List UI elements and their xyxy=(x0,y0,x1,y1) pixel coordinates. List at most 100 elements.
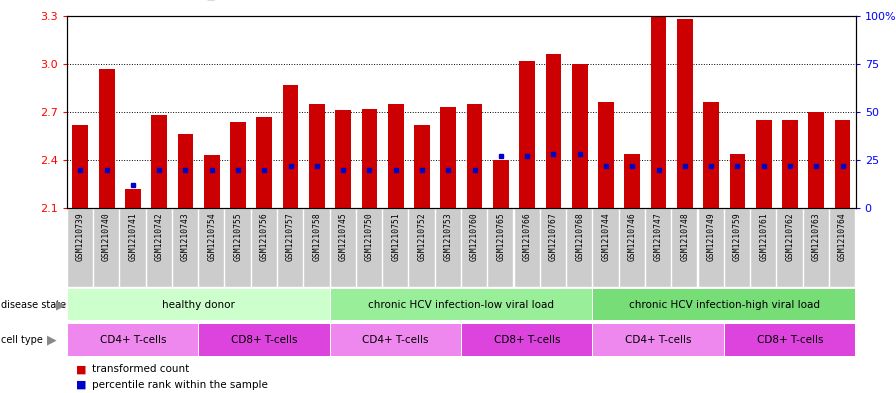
Text: chronic HCV infection-high viral load: chronic HCV infection-high viral load xyxy=(629,299,820,310)
Bar xyxy=(68,208,93,287)
Text: CD4+ T-cells: CD4+ T-cells xyxy=(363,335,429,345)
Bar xyxy=(599,103,614,208)
Text: GSM1210761: GSM1210761 xyxy=(759,212,768,261)
Text: CD8+ T-cells: CD8+ T-cells xyxy=(494,335,560,345)
Text: GSM1210754: GSM1210754 xyxy=(207,212,216,261)
Text: ■: ■ xyxy=(76,364,87,375)
Bar xyxy=(99,69,115,208)
Bar xyxy=(593,324,724,356)
Bar xyxy=(309,104,324,208)
Bar xyxy=(650,17,667,208)
Bar xyxy=(199,208,224,287)
Bar xyxy=(751,208,776,287)
Text: GSM1210767: GSM1210767 xyxy=(549,212,558,261)
Bar xyxy=(409,208,435,287)
Bar xyxy=(199,324,330,356)
Text: GSM1210759: GSM1210759 xyxy=(733,212,742,261)
Bar xyxy=(541,208,566,287)
Bar xyxy=(462,324,592,356)
Text: CD8+ T-cells: CD8+ T-cells xyxy=(757,335,823,345)
Text: GSM1210747: GSM1210747 xyxy=(654,212,663,261)
Text: healthy donor: healthy donor xyxy=(162,299,235,310)
Bar xyxy=(68,288,330,320)
Bar xyxy=(703,103,719,208)
Bar xyxy=(335,110,351,208)
Bar xyxy=(808,112,824,208)
Text: percentile rank within the sample: percentile rank within the sample xyxy=(92,380,268,390)
Text: GSM1210765: GSM1210765 xyxy=(496,212,505,261)
Text: cell type: cell type xyxy=(1,335,43,345)
Bar xyxy=(672,208,697,287)
Text: GSM1210739: GSM1210739 xyxy=(76,212,85,261)
Bar xyxy=(151,115,167,208)
Bar xyxy=(462,208,487,287)
Bar xyxy=(331,324,461,356)
Bar xyxy=(804,208,829,287)
Bar xyxy=(357,208,382,287)
Bar xyxy=(331,288,592,320)
Text: GSM1210763: GSM1210763 xyxy=(812,212,821,261)
Text: GSM1210760: GSM1210760 xyxy=(470,212,479,261)
Bar xyxy=(677,19,693,208)
Bar xyxy=(414,125,430,208)
Bar xyxy=(835,120,850,208)
Bar xyxy=(441,107,456,208)
Bar xyxy=(283,85,298,208)
Text: CD4+ T-cells: CD4+ T-cells xyxy=(625,335,692,345)
Text: GSM1210766: GSM1210766 xyxy=(522,212,531,261)
Bar xyxy=(256,117,272,208)
Bar xyxy=(625,154,640,208)
Text: GSM1210746: GSM1210746 xyxy=(628,212,637,261)
Text: GSM1210740: GSM1210740 xyxy=(102,212,111,261)
Bar xyxy=(572,64,588,208)
Bar xyxy=(125,189,141,208)
Text: GSM1210768: GSM1210768 xyxy=(575,212,584,261)
Text: CD4+ T-cells: CD4+ T-cells xyxy=(99,335,166,345)
Bar xyxy=(177,134,194,208)
Text: GSM1210741: GSM1210741 xyxy=(128,212,137,261)
Text: GSM1210749: GSM1210749 xyxy=(707,212,716,261)
Bar xyxy=(778,208,803,287)
Text: GSM1210764: GSM1210764 xyxy=(838,212,847,261)
Bar xyxy=(756,120,771,208)
Bar xyxy=(493,160,509,208)
Bar xyxy=(546,54,561,208)
Bar xyxy=(252,208,277,287)
Bar xyxy=(305,208,330,287)
Text: GSM1210755: GSM1210755 xyxy=(234,212,243,261)
Bar xyxy=(230,121,246,208)
Text: ▶: ▶ xyxy=(47,333,56,347)
Bar xyxy=(435,208,461,287)
Bar xyxy=(362,109,377,208)
Bar xyxy=(173,208,198,287)
Bar xyxy=(278,208,303,287)
Bar xyxy=(331,208,356,287)
Bar xyxy=(782,120,797,208)
Bar xyxy=(226,208,251,287)
Text: GSM1210748: GSM1210748 xyxy=(680,212,689,261)
Bar xyxy=(729,154,745,208)
Text: ▶: ▶ xyxy=(56,298,66,311)
Text: chronic HCV infection-low viral load: chronic HCV infection-low viral load xyxy=(368,299,555,310)
Bar xyxy=(699,208,724,287)
Bar xyxy=(567,208,592,287)
Bar xyxy=(593,208,618,287)
Bar xyxy=(388,104,403,208)
Text: CD8+ T-cells: CD8+ T-cells xyxy=(231,335,297,345)
Bar xyxy=(147,208,172,287)
Bar xyxy=(593,288,855,320)
Text: ■: ■ xyxy=(76,380,87,390)
Bar xyxy=(467,104,482,208)
Bar xyxy=(204,155,220,208)
Bar xyxy=(620,208,645,287)
Text: GSM1210762: GSM1210762 xyxy=(786,212,795,261)
Text: GSM1210758: GSM1210758 xyxy=(313,212,322,261)
Bar xyxy=(488,208,513,287)
Bar xyxy=(725,208,750,287)
Bar xyxy=(383,208,409,287)
Bar xyxy=(120,208,145,287)
Text: GSM1210742: GSM1210742 xyxy=(155,212,164,261)
Text: GSM1210744: GSM1210744 xyxy=(601,212,610,261)
Bar xyxy=(830,208,855,287)
Bar xyxy=(646,208,671,287)
